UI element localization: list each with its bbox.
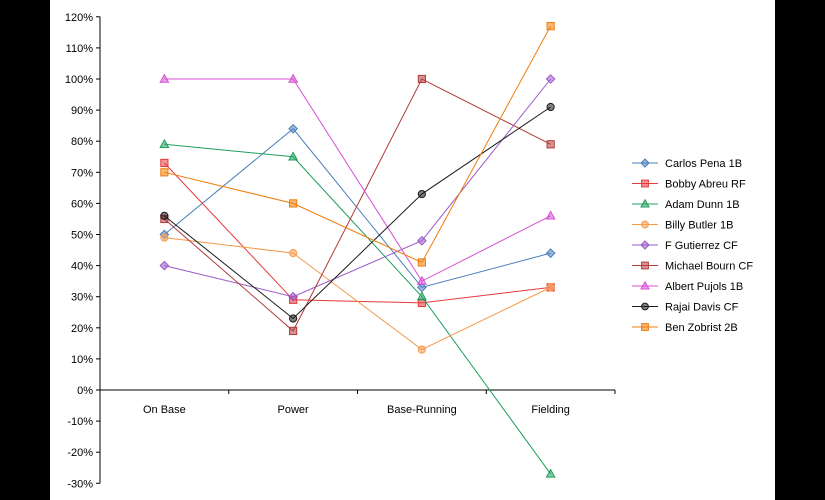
series bbox=[160, 74, 555, 336]
data-point bbox=[416, 291, 427, 301]
data-point bbox=[416, 235, 427, 246]
data-point bbox=[546, 140, 555, 149]
legend-entry: Albert Pujols 1B bbox=[632, 280, 743, 293]
series bbox=[159, 138, 556, 478]
series bbox=[160, 233, 555, 354]
y-tick-label: 10% bbox=[71, 354, 93, 366]
legend-marker bbox=[641, 220, 649, 229]
series-line bbox=[164, 106, 551, 320]
series bbox=[159, 123, 556, 293]
legend-entry: F Gutierrez CF bbox=[632, 240, 738, 252]
data-point bbox=[159, 73, 170, 83]
data-point bbox=[289, 199, 298, 208]
series-line bbox=[164, 78, 552, 298]
data-point bbox=[546, 102, 555, 112]
legend-label: Billy Butler 1B bbox=[665, 220, 733, 232]
series-line bbox=[164, 237, 551, 351]
data-point bbox=[546, 22, 555, 31]
series-line bbox=[164, 143, 552, 475]
data-point bbox=[545, 248, 556, 259]
legend-label: Adam Dunn 1B bbox=[665, 199, 740, 211]
data-point bbox=[288, 123, 299, 134]
series-layer bbox=[159, 22, 556, 478]
series bbox=[159, 73, 556, 285]
data-point bbox=[160, 168, 169, 177]
legend-label: Michael Bourn CF bbox=[665, 261, 753, 273]
data-point bbox=[417, 189, 426, 199]
y-tick-label: 70% bbox=[71, 167, 93, 179]
series bbox=[160, 22, 555, 267]
data-point bbox=[417, 258, 426, 267]
legend: Carlos Pena 1B Bobby Abreu RF Adam Dunn 1B… bbox=[632, 158, 753, 334]
legend-label: Rajai Davis CF bbox=[665, 302, 739, 314]
data-point bbox=[545, 210, 556, 220]
data-point bbox=[546, 283, 555, 292]
legend-entry: Michael Bourn CF bbox=[632, 261, 753, 273]
y-tick-label: 110% bbox=[66, 43, 94, 55]
data-point bbox=[160, 233, 169, 242]
legend-entry: Carlos Pena 1B bbox=[632, 158, 742, 170]
y-tick-label: -10% bbox=[67, 416, 93, 428]
data-point bbox=[545, 74, 556, 84]
series bbox=[159, 74, 556, 302]
x-tick-label: Power bbox=[278, 404, 310, 416]
data-point bbox=[159, 138, 170, 149]
legend-label: Bobby Abreu RF bbox=[665, 179, 746, 191]
y-tick-label: 60% bbox=[71, 198, 93, 210]
legend-marker bbox=[641, 261, 649, 270]
y-tick-label: -30% bbox=[67, 478, 93, 490]
data-point bbox=[288, 291, 299, 302]
x-tick-label: Fielding bbox=[531, 404, 570, 416]
y-tick-label: 90% bbox=[71, 105, 93, 117]
legend-marker bbox=[640, 280, 650, 290]
series bbox=[160, 102, 555, 323]
data-point bbox=[160, 211, 169, 220]
data-point bbox=[545, 468, 556, 478]
data-point bbox=[417, 345, 426, 354]
y-tick-label: 80% bbox=[71, 136, 93, 148]
y-tick-label: 20% bbox=[71, 323, 93, 335]
legend-marker bbox=[641, 179, 649, 188]
data-point bbox=[289, 249, 298, 258]
legend-marker bbox=[640, 240, 650, 250]
series-line bbox=[164, 25, 552, 264]
legend-marker bbox=[641, 323, 649, 331]
y-tick-label: 120% bbox=[65, 12, 93, 24]
y-tick-label: 40% bbox=[71, 261, 93, 273]
x-tick-label: Base-Running bbox=[387, 404, 457, 416]
chart-panel bbox=[50, 0, 775, 500]
y-tick-label: -20% bbox=[67, 447, 93, 459]
data-point bbox=[288, 73, 299, 83]
legend-entry: Adam Dunn 1B bbox=[632, 198, 740, 211]
axes: -30% -20% -10% 0% 10% 20% 30% 40% 50% 60% 70% 80% 90… bbox=[65, 12, 616, 490]
legend-marker bbox=[641, 302, 649, 311]
data-point bbox=[289, 326, 298, 336]
legend-entry: Rajai Davis CF bbox=[632, 302, 739, 314]
data-point bbox=[416, 275, 427, 285]
series-line bbox=[164, 78, 551, 282]
legend-entry: Bobby Abreu RF bbox=[632, 179, 746, 191]
series-line bbox=[164, 78, 551, 332]
y-tick-label: 0% bbox=[77, 385, 93, 397]
x-tick-label: On Base bbox=[143, 404, 186, 416]
legend-entry: Ben Zobrist 2B bbox=[632, 322, 738, 334]
legend-label: Ben Zobrist 2B bbox=[665, 322, 738, 334]
legend-label: F Gutierrez CF bbox=[665, 240, 738, 252]
data-point bbox=[160, 158, 169, 168]
data-point bbox=[417, 74, 426, 84]
series-line bbox=[164, 128, 551, 288]
y-tick-label: 100% bbox=[65, 74, 93, 86]
legend-marker bbox=[640, 198, 650, 208]
legend-entry: Billy Butler 1B bbox=[632, 220, 733, 232]
legend-label: Carlos Pena 1B bbox=[665, 158, 742, 170]
data-point bbox=[289, 314, 298, 323]
legend-label: Albert Pujols 1B bbox=[665, 281, 743, 293]
data-point bbox=[159, 260, 170, 271]
y-tick-label: 30% bbox=[71, 292, 93, 304]
data-point bbox=[288, 151, 299, 161]
legend-marker bbox=[640, 158, 650, 168]
y-tick-label: 50% bbox=[71, 230, 93, 242]
